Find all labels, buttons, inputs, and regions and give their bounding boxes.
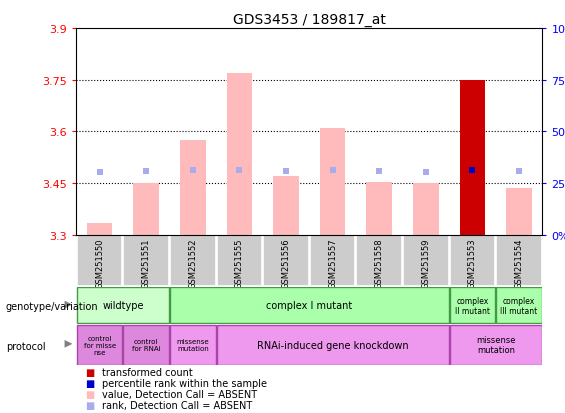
Bar [227,74,252,235]
Text: rank, Detection Call = ABSENT: rank, Detection Call = ABSENT [102,400,252,410]
Text: complex I mutant: complex I mutant [266,301,353,311]
Text: GSM251557: GSM251557 [328,238,337,289]
Bar [367,182,392,235]
Text: value, Detection Call = ABSENT: value, Detection Call = ABSENT [102,389,257,399]
Text: ■: ■ [85,400,94,410]
Bar [273,177,299,235]
Point [328,167,337,174]
Text: GSM251550: GSM251550 [95,238,104,288]
Bar [216,325,449,365]
Bar [450,236,496,287]
Bar [320,129,345,235]
Bar [450,325,542,365]
Text: complex
II mutant: complex II mutant [455,296,490,315]
Text: GSM251556: GSM251556 [281,238,290,289]
Text: protocol: protocol [6,341,45,351]
Bar [216,236,262,287]
Bar [77,236,123,287]
Text: GSM251553: GSM251553 [468,238,477,289]
Text: missense
mutation: missense mutation [176,338,209,351]
Point [188,167,197,174]
Bar [170,236,216,287]
Point [235,167,244,174]
Point [468,167,477,174]
Bar [133,184,159,235]
Text: control
for RNAi: control for RNAi [132,338,160,351]
Bar [496,236,542,287]
Text: wildtype: wildtype [102,301,144,311]
Text: GSM251551: GSM251551 [142,238,151,288]
Bar [77,325,123,365]
Bar [460,81,485,235]
Point [95,170,104,176]
Text: GSM251552: GSM251552 [188,238,197,288]
Bar [170,288,449,323]
Text: transformed count: transformed count [102,368,193,377]
Bar [180,141,206,235]
Text: RNAi-induced gene knockdown: RNAi-induced gene knockdown [257,340,408,350]
Text: GSM251558: GSM251558 [375,238,384,289]
Text: ■: ■ [85,389,94,399]
Bar [506,189,532,235]
Bar [123,236,169,287]
Title: GDS3453 / 189817_at: GDS3453 / 189817_at [233,12,386,26]
Bar [450,288,496,323]
Bar [357,236,402,287]
Text: GSM251554: GSM251554 [515,238,524,288]
Text: ■: ■ [85,368,94,377]
Point [142,169,151,175]
Text: complex
III mutant: complex III mutant [501,296,538,315]
Bar [263,236,309,287]
Text: GSM251555: GSM251555 [235,238,244,288]
Bar [170,325,216,365]
Text: percentile rank within the sample: percentile rank within the sample [102,378,267,388]
Text: genotype/variation: genotype/variation [6,301,98,311]
Text: GSM251559: GSM251559 [421,238,431,288]
Bar [87,223,112,235]
Point [375,169,384,175]
Text: control
for misse
nse: control for misse nse [84,335,116,355]
Bar [413,184,438,235]
Bar [403,236,449,287]
Point [421,169,431,176]
Bar [77,288,169,323]
Bar [310,236,355,287]
Bar [123,325,169,365]
Point [515,169,524,175]
Text: ■: ■ [85,378,94,388]
Bar [496,288,542,323]
Point [281,169,290,175]
Text: missense
mutation: missense mutation [476,335,515,354]
